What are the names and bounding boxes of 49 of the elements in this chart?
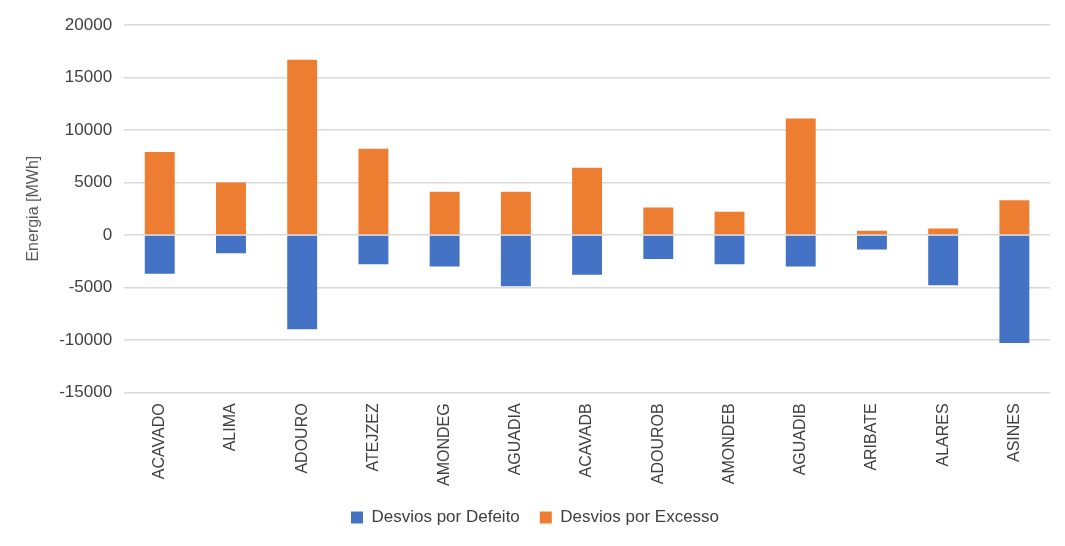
x-tick-label: AMONDEG [435, 403, 453, 486]
x-tick-label: ADOURO [292, 403, 310, 474]
x-tick-label: AMONDEB [719, 403, 737, 485]
y-tick-label: 10000 [64, 119, 113, 139]
y-tick-label: 15000 [64, 67, 113, 87]
y-tick-label: -5000 [68, 277, 113, 297]
y-tick-label: -10000 [59, 329, 113, 349]
bar [714, 235, 745, 265]
bar [643, 207, 674, 235]
bar [785, 235, 816, 267]
bar [572, 235, 603, 275]
y-tick-label: -15000 [59, 382, 113, 402]
x-tick-label: ACAVADB [577, 403, 595, 478]
bar [429, 191, 460, 235]
bar [216, 235, 246, 254]
bar [287, 235, 318, 330]
bar [144, 235, 175, 274]
bar [572, 167, 603, 235]
y-tick-label: 20000 [64, 14, 113, 34]
x-tick-label: ATEJZEZ [363, 403, 381, 472]
x-tick-label: ASINES [1004, 403, 1022, 463]
legend-label: Desvios por Defeito [371, 507, 520, 527]
bar [714, 211, 745, 235]
bar [928, 235, 959, 286]
bar [216, 182, 246, 235]
bar [429, 235, 460, 267]
y-tick-label: 0 [102, 224, 113, 244]
bar [287, 59, 318, 235]
x-tick-label: ADOUROB [648, 403, 666, 485]
bar [358, 148, 389, 235]
bar [785, 118, 816, 235]
bar [144, 151, 175, 235]
x-tick-label: ALIMA [221, 403, 239, 452]
bar [928, 228, 959, 235]
y-tick-label: 5000 [74, 172, 113, 192]
legend-label: Desvios por Excesso [560, 507, 720, 527]
bar [643, 235, 674, 260]
x-tick-label: ACAVADO [150, 403, 168, 480]
x-tick-label: ALARES [933, 403, 951, 467]
bar [500, 191, 531, 235]
bar [999, 200, 1030, 235]
x-tick-label: ARIBATE [862, 403, 880, 471]
bar [358, 235, 389, 265]
bar [856, 235, 887, 250]
x-tick-label: AGUADIA [506, 403, 524, 476]
x-tick-label: AGUADIB [791, 403, 809, 476]
bar [500, 235, 531, 287]
bar [999, 235, 1030, 343]
y-axis-title: Energia [MWh] [24, 155, 42, 262]
